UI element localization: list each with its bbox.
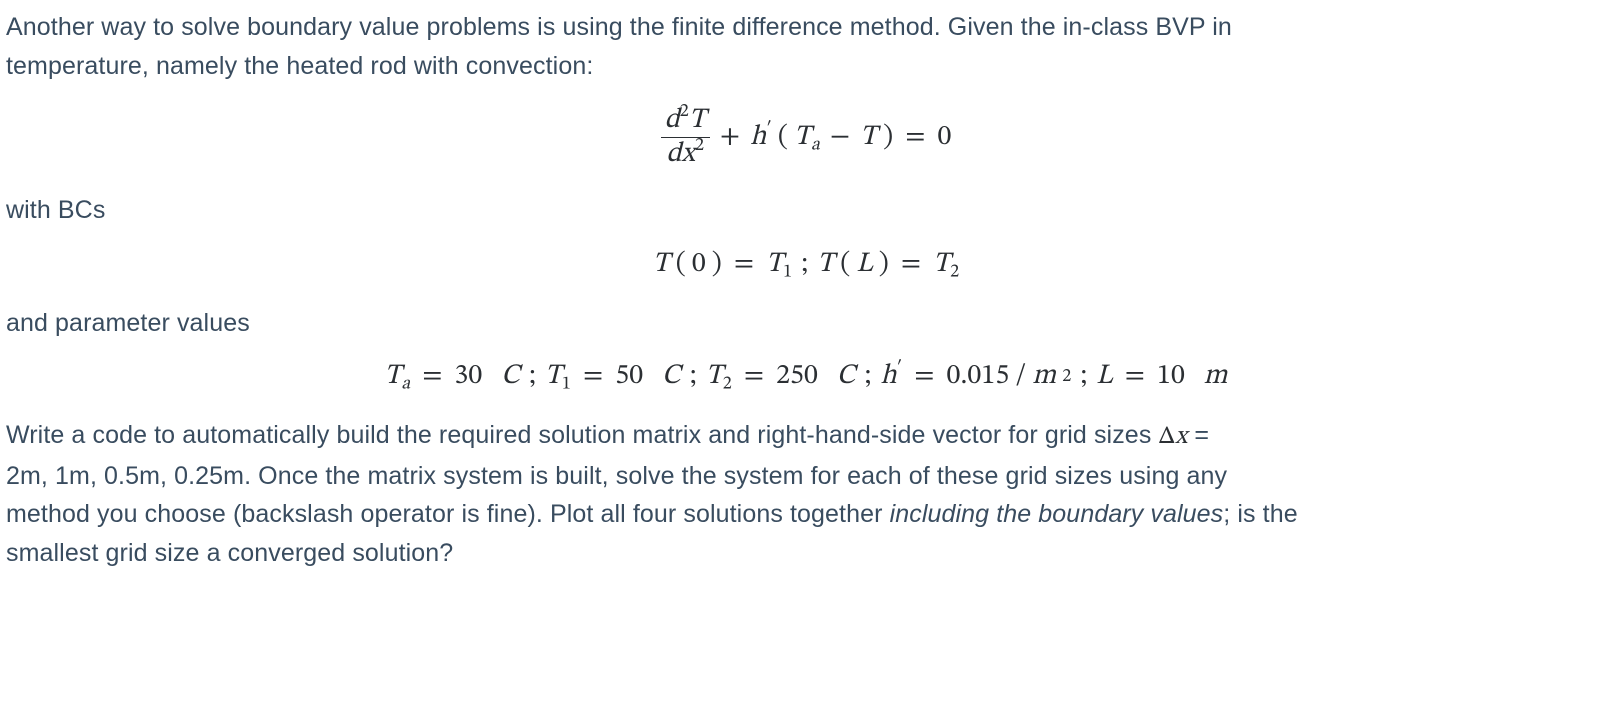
paragraph-params-label: and parameter values	[6, 304, 1606, 343]
sym-T: T	[545, 362, 562, 390]
fraction: d2T dx2	[661, 106, 710, 170]
value: 0.015	[947, 360, 1010, 394]
sym-T: T	[653, 248, 670, 282]
sym-d: d	[665, 106, 680, 134]
sym-sub: 2	[723, 376, 732, 394]
sym-slash: /	[1015, 360, 1026, 394]
unit-C: C	[837, 360, 856, 394]
equation-ode: d2T dx2 + h′ ( Ta − T ) = 0	[6, 104, 1606, 170]
text-eq: =	[1187, 421, 1209, 449]
sym-equals: =	[908, 360, 940, 394]
text-line: with BCs	[6, 196, 105, 224]
sym-sup: 2	[680, 103, 689, 121]
sym-T: T	[384, 362, 401, 390]
sym-equals: =	[895, 248, 927, 282]
paragraph-task: Write a code to automatically build the …	[6, 416, 1606, 573]
value: 10	[1157, 360, 1185, 394]
sym-T: T	[706, 362, 723, 390]
sym-equals: =	[728, 248, 760, 282]
text-line: method you choose (backslash operator is…	[6, 500, 890, 528]
sym-zero: 0	[937, 121, 951, 155]
sym-T: T	[794, 123, 811, 151]
unit-C: C	[501, 360, 520, 394]
sym-sub: 2	[950, 263, 959, 281]
sym-h: h	[750, 123, 766, 151]
text-line: ; is the	[1223, 500, 1297, 528]
sym-T: T	[766, 250, 783, 278]
sym-equals: =	[577, 360, 609, 394]
sym-T: T	[817, 248, 834, 282]
sym-semicolon: ;	[1077, 360, 1090, 394]
sym-delta: Δ	[1158, 424, 1175, 449]
text-line: smallest grid size a converged solution?	[6, 539, 453, 567]
value: 50	[615, 360, 643, 394]
sym-rparen: )	[712, 248, 722, 282]
text-emphasis: including the boundary values	[890, 500, 1224, 528]
equation-bcs: T(0) = T1 ; T(L) = T2	[6, 248, 1606, 282]
sym-prime: ′	[897, 359, 902, 377]
sym-rparen: )	[879, 248, 889, 282]
sym-T: T	[933, 250, 950, 278]
sym-rparen: )	[883, 121, 893, 155]
sym-sub: 1	[783, 263, 792, 281]
sym-semicolon: ;	[862, 360, 875, 394]
value: 250	[776, 360, 818, 394]
text-line: Write a code to automatically build the …	[6, 421, 1158, 449]
paragraph-intro: Another way to solve boundary value prob…	[6, 8, 1606, 86]
sym-zero: 0	[692, 248, 706, 282]
sym-lparen: (	[778, 121, 788, 155]
paragraph-bcs-label: with BCs	[6, 191, 1606, 230]
sym-d: d	[666, 140, 681, 168]
sym-semicolon: ;	[798, 248, 811, 282]
sym-T: T	[860, 121, 877, 155]
sym-x: x	[682, 140, 696, 168]
sym-sub: a	[401, 376, 410, 394]
text-line: Another way to solve boundary value prob…	[6, 13, 1232, 41]
sym-sub: 1	[562, 376, 571, 394]
sym-equals: =	[738, 360, 770, 394]
sym-prime: ′	[766, 120, 771, 138]
text-line: temperature, namely the heated rod with …	[6, 52, 593, 80]
sym-lparen: (	[840, 248, 850, 282]
sym-equals: =	[899, 121, 931, 155]
sym-T: T	[689, 106, 706, 134]
value: 30	[454, 360, 482, 394]
sym-semicolon: ;	[687, 360, 700, 394]
sym-L: L	[856, 248, 872, 282]
text-line: and parameter values	[6, 309, 250, 337]
sym-semicolon: ;	[526, 360, 539, 394]
sym-h: h	[881, 362, 897, 390]
unit-m: m	[1032, 360, 1056, 394]
sym-equals: =	[1119, 360, 1151, 394]
sym-plus: +	[716, 121, 744, 155]
sym-L: L	[1096, 360, 1112, 394]
equation-params: Ta = 30 C; T1 = 50 C; T2 = 250 C; h′ = 0…	[6, 360, 1606, 394]
sym-sup: 2	[695, 137, 704, 155]
sym-x: x	[1175, 424, 1187, 449]
unit-m: m	[1204, 360, 1228, 394]
sym-minus: −	[826, 121, 854, 155]
text-line: 2m, 1m, 0.5m, 0.25m. Once the matrix sys…	[6, 462, 1227, 490]
sym-lparen: (	[676, 248, 686, 282]
sym-sub: a	[811, 136, 820, 154]
unit-C: C	[662, 360, 681, 394]
sym-equals: =	[416, 360, 448, 394]
